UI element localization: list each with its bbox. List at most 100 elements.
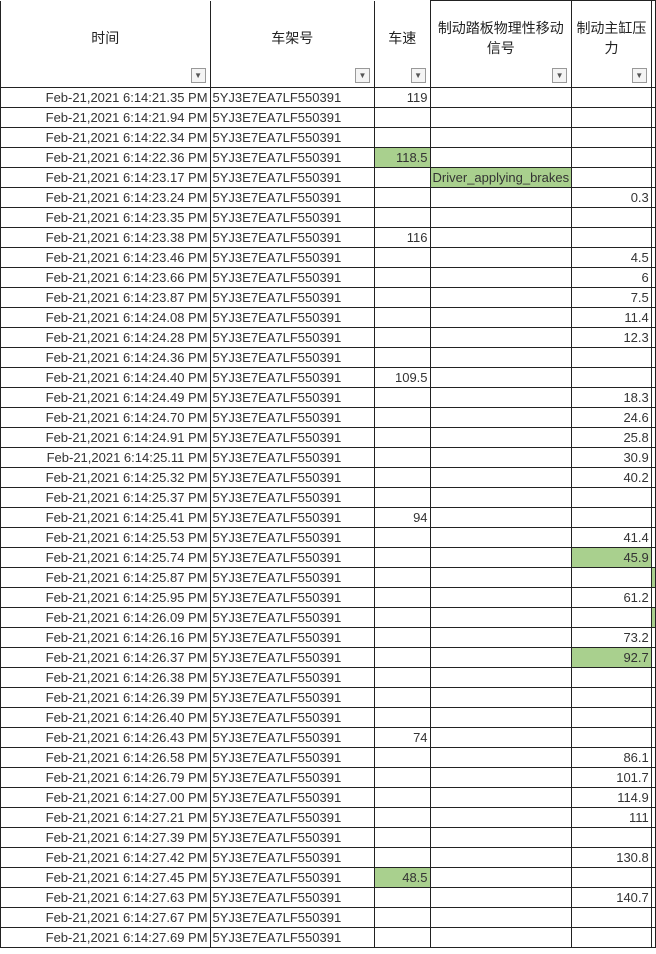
pressure-cell[interactable]: [571, 107, 652, 128]
pressure-cell[interactable]: [571, 667, 652, 688]
time-cell[interactable]: Feb-21,2021 6:14:24.70 PM: [0, 407, 211, 428]
time-cell[interactable]: Feb-21,2021 6:14:25.87 PM: [0, 567, 211, 588]
time-cell[interactable]: Feb-21,2021 6:14:22.34 PM: [0, 127, 211, 148]
brake-pedal-cell[interactable]: [429, 707, 573, 728]
vin-cell[interactable]: 5YJ3E7EA7LF550391: [209, 687, 375, 708]
speed-cell[interactable]: [373, 747, 431, 768]
brake-pedal-cell[interactable]: [429, 887, 573, 908]
speed-cell[interactable]: [373, 167, 431, 188]
time-cell[interactable]: Feb-21,2021 6:14:24.28 PM: [0, 327, 211, 348]
time-cell[interactable]: Feb-21,2021 6:14:27.67 PM: [0, 907, 211, 928]
pressure-cell[interactable]: [571, 867, 652, 888]
time-cell[interactable]: Feb-21,2021 6:14:24.40 PM: [0, 367, 211, 388]
vin-cell[interactable]: 5YJ3E7EA7LF550391: [209, 907, 375, 928]
time-cell[interactable]: Feb-21,2021 6:14:25.53 PM: [0, 527, 211, 548]
vin-cell[interactable]: 5YJ3E7EA7LF550391: [209, 647, 375, 668]
brake-pedal-cell[interactable]: [429, 687, 573, 708]
time-cell[interactable]: Feb-21,2021 6:14:25.11 PM: [0, 447, 211, 468]
edge-cell[interactable]: [650, 767, 656, 788]
time-cell[interactable]: Feb-21,2021 6:14:23.66 PM: [0, 267, 211, 288]
speed-cell[interactable]: [373, 107, 431, 128]
speed-cell[interactable]: [373, 267, 431, 288]
pressure-cell[interactable]: 12.3: [571, 327, 652, 348]
speed-cell[interactable]: 119: [373, 87, 431, 108]
brake-pedal-cell[interactable]: [429, 447, 573, 468]
brake-pedal-cell[interactable]: [429, 647, 573, 668]
vin-cell[interactable]: 5YJ3E7EA7LF550391: [209, 727, 375, 748]
vin-cell[interactable]: 5YJ3E7EA7LF550391: [209, 207, 375, 228]
brake-pedal-cell[interactable]: [429, 787, 573, 808]
edge-cell[interactable]: [650, 267, 656, 288]
speed-cell[interactable]: [373, 187, 431, 208]
pressure-cell[interactable]: [571, 347, 652, 368]
vin-cell[interactable]: 5YJ3E7EA7LF550391: [209, 587, 375, 608]
speed-cell[interactable]: [373, 287, 431, 308]
filter-dropdown-icon[interactable]: ▼: [552, 68, 568, 83]
brake-pedal-cell[interactable]: [429, 507, 573, 528]
time-cell[interactable]: Feb-21,2021 6:14:27.69 PM: [0, 927, 211, 948]
brake-pedal-cell[interactable]: [429, 727, 573, 748]
vin-cell[interactable]: 5YJ3E7EA7LF550391: [209, 927, 375, 948]
speed-cell[interactable]: [373, 907, 431, 928]
edge-cell[interactable]: [650, 487, 656, 508]
vin-cell[interactable]: 5YJ3E7EA7LF550391: [209, 507, 375, 528]
vin-cell[interactable]: 5YJ3E7EA7LF550391: [209, 847, 375, 868]
vin-cell[interactable]: 5YJ3E7EA7LF550391: [209, 747, 375, 768]
brake-pedal-cell[interactable]: [429, 247, 573, 268]
brake-pedal-cell[interactable]: [429, 207, 573, 228]
pressure-cell[interactable]: 61.2: [571, 587, 652, 608]
vin-cell[interactable]: 5YJ3E7EA7LF550391: [209, 567, 375, 588]
brake-pedal-cell[interactable]: [429, 527, 573, 548]
time-cell[interactable]: Feb-21,2021 6:14:23.87 PM: [0, 287, 211, 308]
time-cell[interactable]: Feb-21,2021 6:14:27.21 PM: [0, 807, 211, 828]
edge-cell[interactable]: [650, 547, 656, 568]
brake-pedal-cell[interactable]: [429, 227, 573, 248]
pressure-cell[interactable]: [571, 607, 652, 628]
time-cell[interactable]: Feb-21,2021 6:14:23.35 PM: [0, 207, 211, 228]
filter-dropdown-icon[interactable]: ▼: [631, 68, 647, 83]
vin-cell[interactable]: 5YJ3E7EA7LF550391: [209, 667, 375, 688]
time-cell[interactable]: Feb-21,2021 6:14:25.37 PM: [0, 487, 211, 508]
edge-cell[interactable]: [650, 247, 656, 268]
edge-cell[interactable]: [650, 887, 656, 908]
edge-cell[interactable]: [650, 467, 656, 488]
edge-cell[interactable]: [650, 667, 656, 688]
pressure-cell[interactable]: 86.1: [571, 747, 652, 768]
brake-pedal-cell[interactable]: [429, 747, 573, 768]
vin-cell[interactable]: 5YJ3E7EA7LF550391: [209, 787, 375, 808]
edge-cell[interactable]: [650, 387, 656, 408]
vin-cell[interactable]: 5YJ3E7EA7LF550391: [209, 147, 375, 168]
speed-cell[interactable]: [373, 387, 431, 408]
edge-cell[interactable]: [650, 107, 656, 128]
edge-cell[interactable]: [650, 407, 656, 428]
pressure-cell[interactable]: 30.9: [571, 447, 652, 468]
brake-pedal-cell[interactable]: Driver_applying_brakes: [429, 167, 573, 188]
edge-cell[interactable]: [650, 367, 656, 388]
time-cell[interactable]: Feb-21,2021 6:14:27.42 PM: [0, 847, 211, 868]
time-cell[interactable]: Feb-21,2021 6:14:21.94 PM: [0, 107, 211, 128]
time-cell[interactable]: Feb-21,2021 6:14:26.58 PM: [0, 747, 211, 768]
vin-cell[interactable]: 5YJ3E7EA7LF550391: [209, 867, 375, 888]
pressure-cell[interactable]: [571, 707, 652, 728]
edge-cell[interactable]: [650, 927, 656, 948]
vin-cell[interactable]: 5YJ3E7EA7LF550391: [209, 187, 375, 208]
edge-cell[interactable]: [650, 827, 656, 848]
brake-pedal-cell[interactable]: [429, 467, 573, 488]
edge-cell[interactable]: [650, 687, 656, 708]
vin-cell[interactable]: 5YJ3E7EA7LF550391: [209, 307, 375, 328]
speed-cell[interactable]: [373, 807, 431, 828]
time-cell[interactable]: Feb-21,2021 6:14:27.00 PM: [0, 787, 211, 808]
edge-cell[interactable]: [650, 807, 656, 828]
pressure-cell[interactable]: [571, 87, 652, 108]
edge-cell[interactable]: [650, 707, 656, 728]
edge-cell[interactable]: [650, 207, 656, 228]
edge-cell[interactable]: [650, 747, 656, 768]
speed-cell[interactable]: [373, 467, 431, 488]
time-cell[interactable]: Feb-21,2021 6:14:24.36 PM: [0, 347, 211, 368]
pressure-cell[interactable]: 111: [571, 807, 652, 828]
speed-cell[interactable]: [373, 647, 431, 668]
pressure-cell[interactable]: 6: [571, 267, 652, 288]
vin-cell[interactable]: 5YJ3E7EA7LF550391: [209, 347, 375, 368]
filter-dropdown-icon[interactable]: ▼: [354, 68, 370, 83]
time-cell[interactable]: Feb-21,2021 6:14:23.38 PM: [0, 227, 211, 248]
